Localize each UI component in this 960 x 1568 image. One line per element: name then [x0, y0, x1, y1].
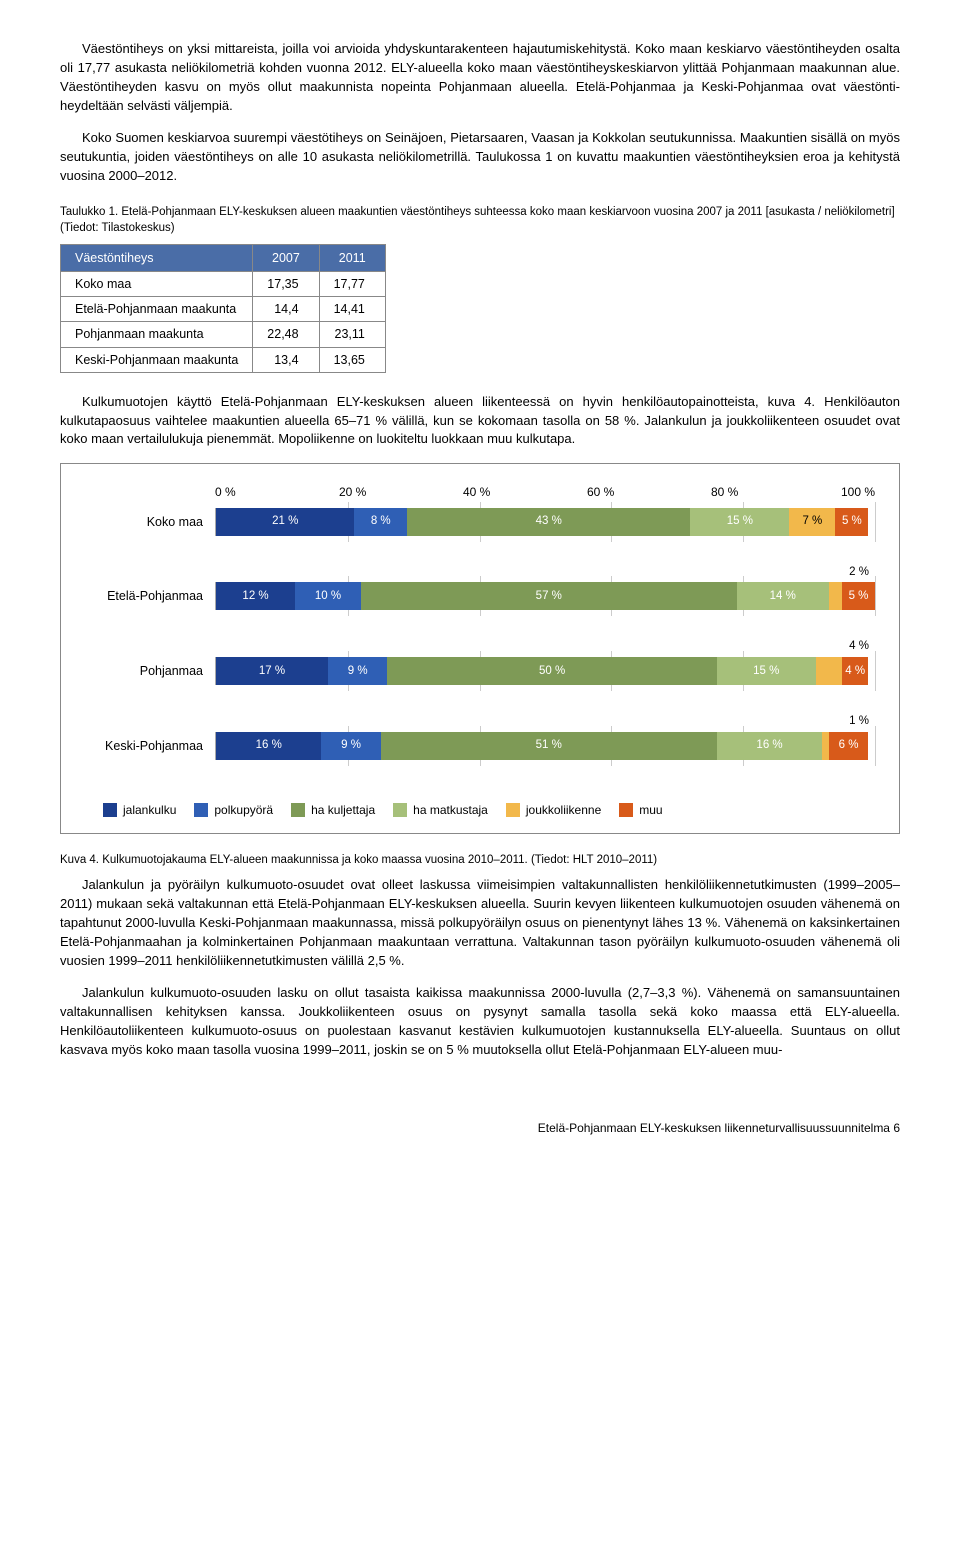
legend-item-joukkoliikenne: joukkoliikenne — [506, 802, 601, 819]
bar-segment-joukkoliikenne — [822, 732, 829, 760]
bar-stack: 21 %8 %43 %15 %7 %5 % — [215, 508, 875, 536]
bar-label: Koko maa — [85, 513, 215, 531]
bar-label: Pohjanmaa — [85, 662, 215, 680]
th-label: Väestöntiheys — [61, 245, 253, 272]
bar-segment-joukkoliikenne: 7 % — [789, 508, 835, 536]
bar-row: Keski-Pohjanmaa16 %9 %51 %16 %6 % — [85, 732, 875, 760]
bar-segment-muu: 4 % — [842, 657, 868, 685]
bar-segment-ha_kuljettaja: 57 % — [361, 582, 737, 610]
chart-legend: jalankulku polkupyörä ha kuljettaja ha matk… — [103, 802, 875, 819]
extra-label-row: 1 % — [215, 713, 875, 730]
legend-item-ha_kuljettaja: ha kuljettaja — [291, 802, 375, 819]
axis-tick: 0 % — [215, 484, 339, 501]
extra-label-row: 4 % — [215, 638, 875, 655]
bar-segment-muu: 5 % — [835, 508, 868, 536]
bar-segment-ha_matkustaja: 15 % — [690, 508, 789, 536]
bar-segment-ha_matkustaja: 14 % — [737, 582, 829, 610]
table-row: Koko maa17,3517,77 — [61, 272, 386, 297]
axis-tick: 60 % — [587, 484, 711, 501]
chart-caption: Kuva 4. Kulkumuotojakauma ELY-alueen maa… — [60, 852, 900, 868]
bar-segment-polkupyora: 9 % — [321, 732, 380, 760]
para-1a: Väestöntiheys on yksi mittareista, joill… — [60, 40, 900, 115]
table-row: Etelä-Pohjanmaan maakunta14,414,41 — [61, 297, 386, 322]
density-table: Väestöntiheys 2007 2011 Koko maa17,3517,… — [60, 244, 386, 373]
legend-item-ha_matkustaja: ha matkustaja — [393, 802, 488, 819]
th-2007: 2007 — [253, 245, 319, 272]
bar-segment-ha_kuljettaja: 43 % — [407, 508, 690, 536]
table-row: Pohjanmaan maakunta22,4823,11 — [61, 322, 386, 347]
bar-label: Etelä-Pohjanmaa — [85, 587, 215, 605]
para-1b: Koko Suomen keskiarvoa suurempi väestöti… — [60, 129, 900, 186]
bar-label: Keski-Pohjanmaa — [85, 737, 215, 755]
bar-row: Etelä-Pohjanmaa12 %10 %57 %14 % 5 % — [85, 582, 875, 610]
bar-segment-muu: 6 % — [829, 732, 869, 760]
bar-stack: 17 %9 %50 %15 % 4 % — [215, 657, 875, 685]
bar-segment-polkupyora: 8 % — [354, 508, 407, 536]
bar-segment-ha_kuljettaja: 50 % — [387, 657, 717, 685]
modal-share-chart: 0 %20 %40 %60 %80 %100 % Koko maa21 %8 %… — [60, 463, 900, 834]
bar-segment-polkupyora: 10 % — [295, 582, 361, 610]
bar-segment-jalankulku: 16 % — [216, 732, 321, 760]
bar-segment-muu: 5 % — [842, 582, 875, 610]
para-3b: Jalankulun kulkumuoto-osuuden lasku on o… — [60, 984, 900, 1059]
legend-item-polkupyora: polkupyörä — [194, 802, 273, 819]
bar-stack: 12 %10 %57 %14 % 5 % — [215, 582, 875, 610]
axis-tick: 40 % — [463, 484, 587, 501]
bar-stack: 16 %9 %51 %16 %6 % — [215, 732, 875, 760]
table-caption: Taulukko 1. Etelä-Pohjanmaan ELY-keskuks… — [60, 204, 900, 236]
extra-label-row: 2 % — [215, 564, 875, 581]
axis-tick: 80 % — [711, 484, 835, 501]
table-row: Keski-Pohjanmaan maakunta13,413,65 — [61, 347, 386, 372]
legend-item-jalankulku: jalankulku — [103, 802, 176, 819]
para-3a: Jalankulun ja pyöräilyn kulkumuoto-osuud… — [60, 876, 900, 970]
axis-tick: 100 % — [835, 484, 875, 501]
legend-item-muu: muu — [619, 802, 662, 819]
th-2011: 2011 — [319, 245, 385, 272]
bar-segment-ha_matkustaja: 15 % — [717, 657, 816, 685]
bar-segment-jalankulku: 21 % — [216, 508, 354, 536]
bar-segment-polkupyora: 9 % — [328, 657, 387, 685]
para-2a: Kulkumuotojen käyttö Etelä-Pohjanmaan EL… — [60, 393, 900, 450]
bar-segment-jalankulku: 17 % — [216, 657, 328, 685]
axis-tick: 20 % — [339, 484, 463, 501]
page-footer: Etelä-Pohjanmaan ELY-keskuksen liikennet… — [60, 1120, 900, 1137]
chart-axis: 0 %20 %40 %60 %80 %100 % — [215, 484, 875, 501]
bar-row: Pohjanmaa17 %9 %50 %15 % 4 % — [85, 657, 875, 685]
bar-segment-ha_kuljettaja: 51 % — [381, 732, 717, 760]
bar-segment-jalankulku: 12 % — [216, 582, 295, 610]
bar-segment-ha_matkustaja: 16 % — [717, 732, 822, 760]
bar-segment-joukkoliikenne — [829, 582, 842, 610]
bar-row: Koko maa21 %8 %43 %15 %7 %5 % — [85, 508, 875, 536]
bar-segment-joukkoliikenne — [816, 657, 842, 685]
